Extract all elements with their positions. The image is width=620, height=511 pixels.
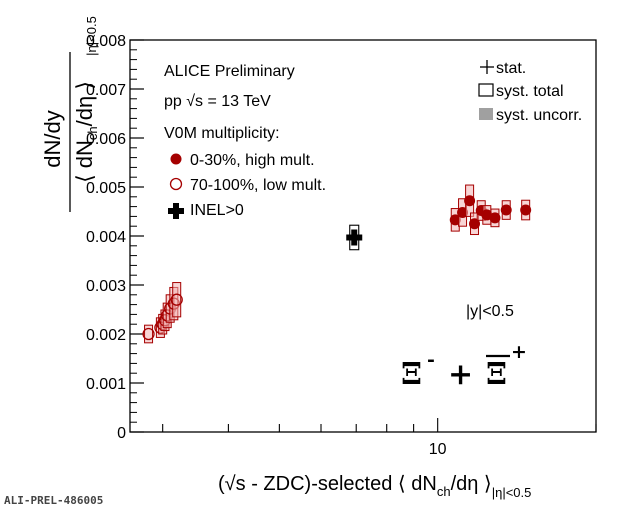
legend-high-mult-marker <box>170 153 182 165</box>
x-axis-ticks: 10 <box>162 418 597 458</box>
legend-inel-label: INEL>0 <box>190 202 244 219</box>
y-label-den-head: ⟨ dN <box>72 140 97 183</box>
y-label-den-tail: /dη ⟩ <box>72 81 97 126</box>
collaboration-label: ALICE Preliminary <box>164 63 295 80</box>
particle-minus-sign: - <box>427 349 435 371</box>
y-label-subscript: |η|<0.5 <box>84 16 99 56</box>
y-tick-label: 0.008 <box>86 33 126 50</box>
x-label-tail: /dη ⟩ <box>451 473 492 495</box>
legend-inel-marker <box>168 203 184 219</box>
particle-xi: Ξ <box>401 357 422 392</box>
legend-stat-label: stat. <box>496 60 526 77</box>
legend-syst-uncorr-label: syst. uncorr. <box>496 107 582 124</box>
high-mult-point <box>449 214 461 226</box>
legend-low-mult-label: 70-100%, low mult. <box>190 177 326 194</box>
x-axis-label: (√s - ZDC)-selected ⟨ dNch/dη ⟩|η|<0.5 <box>218 473 531 500</box>
y-label-numerator: dN/dy <box>40 110 65 167</box>
x-tick-label: 10 <box>429 441 447 458</box>
particle-label: Ξ - + Ξ + <box>401 341 527 392</box>
particle-plus-sign: + <box>448 357 473 392</box>
x-label-sub-ch: ch <box>437 484 451 499</box>
rapidity-label: |y|<0.5 <box>466 303 514 320</box>
low-mult-point <box>142 327 155 341</box>
y-tick-label: 0.006 <box>86 131 126 148</box>
y-axis-ticks: 0 0.001 0.002 0.003 0.004 0.005 0.006 0.007 0.00… <box>86 33 144 442</box>
x-label-sub-eta: |η|<0.5 <box>492 485 532 500</box>
y-tick-label: 0.004 <box>86 229 126 246</box>
particle-antixi: Ξ <box>486 357 507 392</box>
system-sqrt-s: √s <box>186 93 203 110</box>
legend-syst-uncorr-marker <box>479 108 493 120</box>
high-mult-point <box>469 218 481 230</box>
y-axis-label: dN/dy ⟨ dNch/dη ⟩ |η|<0.5 <box>40 16 100 212</box>
high-mult-point <box>520 204 532 216</box>
x-label-sqrt: √s <box>225 473 246 495</box>
system-prefix: pp <box>164 93 186 110</box>
preliminary-tag: ALI-PREL-486005 <box>4 494 103 507</box>
legend-syst-total-marker <box>478 83 494 97</box>
system-suffix: = 13 TeV <box>203 93 271 110</box>
y-tick-label: 0.007 <box>86 82 126 99</box>
x-label-mid: - ZDC)-selected ⟨ dN <box>246 473 437 495</box>
particle-plus-charge: + <box>511 341 527 363</box>
legend-high-mult-label: 0-30%, high mult. <box>190 152 315 169</box>
high-mult-point <box>464 195 476 207</box>
low-mult-syst-box <box>144 324 154 344</box>
high-mult-point <box>500 204 512 216</box>
y-tick-label: 0.002 <box>86 327 126 344</box>
low-mult-point <box>170 293 183 306</box>
legend-syst-total-label: syst. total <box>496 83 564 100</box>
low-mult-syst-box <box>172 282 182 318</box>
inel-point <box>346 229 363 246</box>
multiplicity-header: V0M multiplicity: <box>164 125 280 142</box>
y-label-den-sub: ch <box>85 126 100 140</box>
y-tick-label: 0.001 <box>86 376 126 393</box>
data-points <box>142 184 532 344</box>
high-mult-point <box>489 212 501 224</box>
y-label-denominator: ⟨ dNch/dη ⟩ <box>72 81 100 183</box>
y-tick-label: 0 <box>117 425 126 442</box>
y-tick-label: 0.005 <box>86 180 126 197</box>
x-label-open: ( <box>218 473 225 495</box>
legend-low-mult-marker <box>169 177 183 191</box>
y-tick-label: 0.003 <box>86 278 126 295</box>
system-label: pp √s = 13 TeV <box>164 93 271 110</box>
